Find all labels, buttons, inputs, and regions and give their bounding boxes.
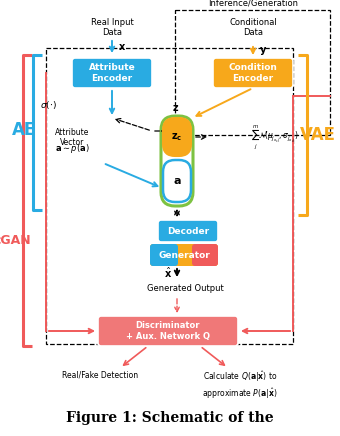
Text: $\mathbf{z}$: $\mathbf{z}$ [172,103,180,113]
FancyBboxPatch shape [192,244,218,266]
FancyBboxPatch shape [72,58,152,88]
Text: $\sum_{j}^{m}\mathcal{N}\!\left(\mu_{j_{x_c j}},\sigma_{j_{x_c j}}\right)$: $\sum_{j}^{m}\mathcal{N}\!\left(\mu_{j_{… [251,123,299,151]
Bar [175,10,330,135]
FancyBboxPatch shape [163,118,191,156]
FancyBboxPatch shape [98,316,238,346]
Text: $\mathbf{a}\sim p(\mathbf{a})$: $\mathbf{a}\sim p(\mathbf{a})$ [55,142,89,155]
Text: Condition
Encoder: Condition Encoder [228,63,277,83]
Text: cGAN: cGAN [0,234,31,246]
FancyBboxPatch shape [158,220,218,242]
Text: Calculate $Q(\mathbf{a}|\hat{\mathbf{x}})$ to
approximate $P(\mathbf{a}|\hat{\ma: Calculate $Q(\mathbf{a}|\hat{\mathbf{x}}… [202,370,278,401]
Text: Attribute
Vector: Attribute Vector [55,128,89,147]
Text: Inference/Generation: Inference/Generation [208,0,298,8]
Text: $\mathbf{a}$: $\mathbf{a}$ [173,176,181,186]
Text: Decoder: Decoder [167,226,209,235]
Text: Generated Output: Generated Output [147,284,223,293]
FancyBboxPatch shape [213,58,293,88]
FancyBboxPatch shape [150,244,218,266]
Text: $\sigma(\cdot)$: $\sigma(\cdot)$ [40,99,57,111]
Text: Discriminator
+ Aux. Network Q: Discriminator + Aux. Network Q [126,321,210,341]
Text: Figure 1: Schematic of the: Figure 1: Schematic of the [66,411,274,425]
Text: Real/Fake Detection: Real/Fake Detection [62,370,138,379]
FancyBboxPatch shape [163,160,191,202]
Text: Generator: Generator [158,251,210,259]
Text: $\hat{\mathbf{x}}$: $\hat{\mathbf{x}}$ [164,266,172,280]
Text: AE: AE [12,121,36,139]
Text: $\mathbf{y}$: $\mathbf{y}$ [259,45,267,57]
Bar [46,48,293,344]
Text: VAE: VAE [300,126,336,144]
Text: Conditional
Data: Conditional Data [229,18,277,37]
Text: $\mathbf{z_c}$: $\mathbf{z_c}$ [171,131,183,143]
Text: $\mathbf{x}$: $\mathbf{x}$ [118,42,126,52]
FancyBboxPatch shape [150,244,178,266]
Text: Real Input
Data: Real Input Data [91,18,133,37]
Text: Attribute
Encoder: Attribute Encoder [89,63,135,83]
